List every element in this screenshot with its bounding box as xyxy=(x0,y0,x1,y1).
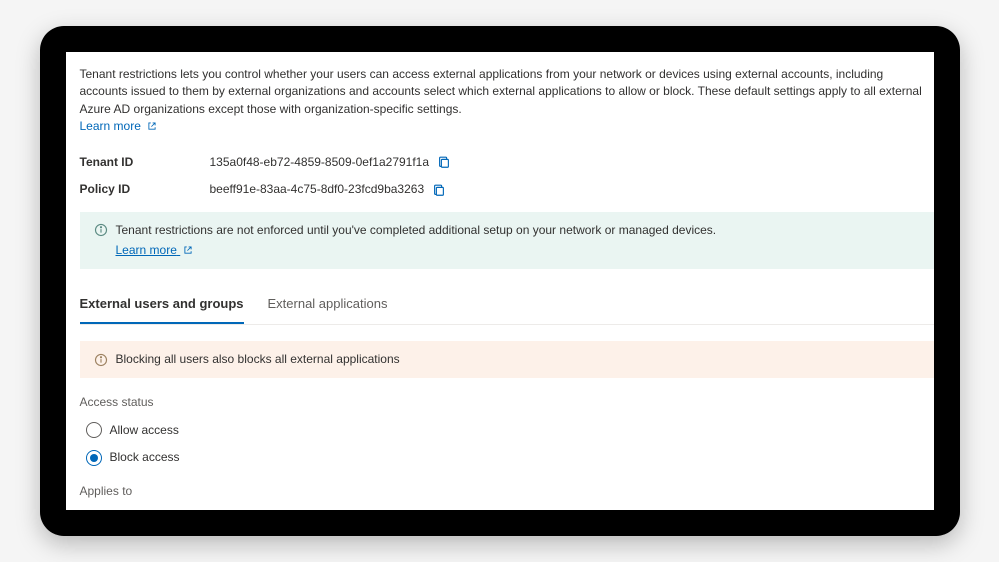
applies-to-label: Applies to xyxy=(80,483,934,500)
tenant-id-row: Tenant ID 135a0f48-eb72-4859-8509-0ef1a2… xyxy=(80,154,934,171)
policy-id-row: Policy ID beeff91e-83aa-4c75-8df0-23fcd9… xyxy=(80,181,934,198)
intro-paragraph: Tenant restrictions lets you control whe… xyxy=(80,66,934,118)
radio-icon xyxy=(86,422,102,438)
tabs: External users and groups External appli… xyxy=(80,287,934,325)
tenant-id-label: Tenant ID xyxy=(80,154,210,171)
radio-block-access[interactable]: Block access xyxy=(86,449,934,466)
id-block: Tenant ID 135a0f48-eb72-4859-8509-0ef1a2… xyxy=(80,154,934,199)
radio-icon xyxy=(86,450,102,466)
tab-external-applications[interactable]: External applications xyxy=(268,287,388,324)
page-content: Tenant restrictions lets you control whe… xyxy=(66,52,934,510)
external-link-icon xyxy=(147,121,157,131)
info-banner-body: Tenant restrictions are not enforced unt… xyxy=(116,222,717,259)
access-status-group: Allow access Block access xyxy=(80,422,934,467)
radio-label: Allow access xyxy=(110,422,179,439)
radio-label: Block access xyxy=(110,449,180,466)
copy-icon[interactable] xyxy=(437,155,451,169)
info-banner: Tenant restrictions are not enforced unt… xyxy=(80,212,934,269)
copy-icon[interactable] xyxy=(432,183,446,197)
radio-allow-access[interactable]: Allow access xyxy=(86,422,934,439)
policy-id-value: beeff91e-83aa-4c75-8df0-23fcd9ba3263 xyxy=(210,181,425,198)
learn-more-label: Learn more xyxy=(80,119,141,133)
device-frame: Tenant restrictions lets you control whe… xyxy=(40,26,960,536)
policy-id-label: Policy ID xyxy=(80,181,210,198)
info-icon xyxy=(94,353,108,367)
screen: Tenant restrictions lets you control whe… xyxy=(66,52,934,510)
info-learn-more-link[interactable]: Learn more xyxy=(116,242,194,259)
access-status-label: Access status xyxy=(80,394,934,411)
tenant-id-value: 135a0f48-eb72-4859-8509-0ef1a2791f1a xyxy=(210,154,430,171)
external-link-icon xyxy=(183,245,193,255)
tab-external-users[interactable]: External users and groups xyxy=(80,287,244,324)
info-icon xyxy=(94,223,108,237)
info-banner-text: Tenant restrictions are not enforced unt… xyxy=(116,223,717,237)
intro-learn-more-link[interactable]: Learn more xyxy=(80,119,158,133)
warn-banner: Blocking all users also blocks all exter… xyxy=(80,341,934,378)
intro-text: Tenant restrictions lets you control whe… xyxy=(80,67,922,116)
warn-banner-text: Blocking all users also blocks all exter… xyxy=(116,351,400,368)
info-learn-more-label: Learn more xyxy=(116,243,177,257)
